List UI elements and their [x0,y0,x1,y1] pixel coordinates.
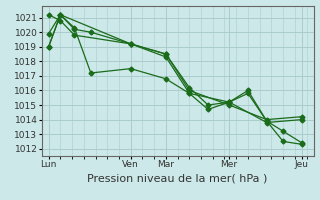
X-axis label: Pression niveau de la mer( hPa ): Pression niveau de la mer( hPa ) [87,173,268,183]
